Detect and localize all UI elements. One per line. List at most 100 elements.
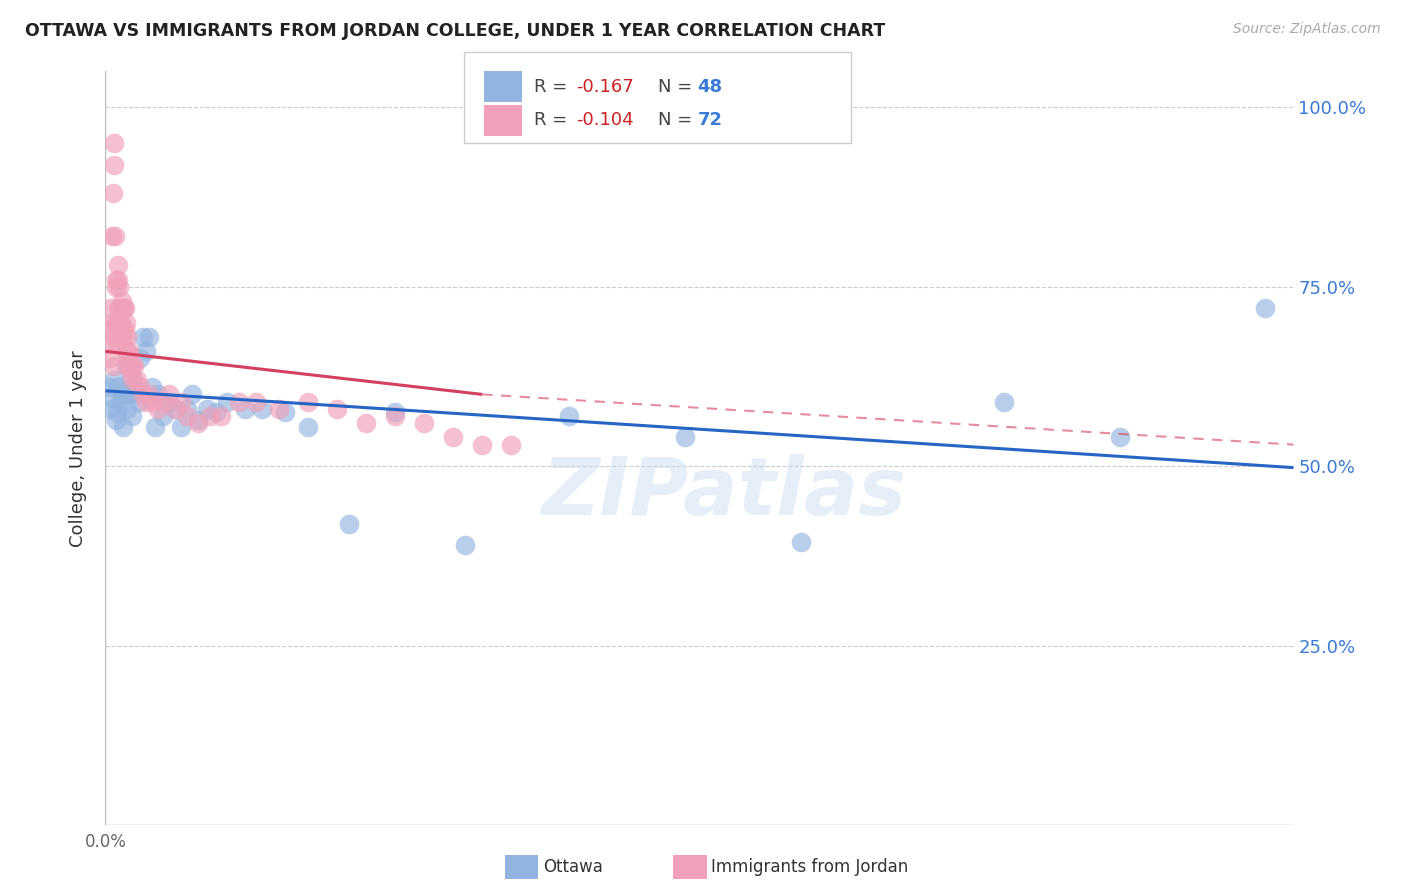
Point	[441, 430, 464, 444]
Point	[101, 186, 124, 201]
Point	[245, 394, 267, 409]
Point	[107, 272, 129, 286]
Text: -0.167: -0.167	[576, 78, 634, 95]
Text: N =: N =	[658, 78, 697, 95]
Point	[129, 351, 152, 366]
Point	[198, 409, 221, 423]
Point	[157, 394, 180, 409]
Point	[103, 158, 125, 172]
Point	[163, 401, 186, 416]
Point	[176, 401, 198, 416]
Point	[297, 419, 319, 434]
Point	[128, 394, 150, 409]
Point	[114, 323, 136, 337]
Point	[143, 419, 166, 434]
Point	[384, 405, 406, 419]
Point	[105, 272, 128, 286]
Point	[111, 323, 134, 337]
Point	[118, 373, 141, 387]
Point	[558, 409, 581, 423]
Point	[132, 330, 155, 344]
Point	[110, 316, 132, 330]
Point	[108, 301, 131, 316]
Point	[103, 373, 125, 387]
Point	[269, 401, 291, 416]
Point	[354, 416, 377, 430]
Point	[114, 359, 136, 373]
Point	[112, 301, 135, 316]
Point	[152, 394, 174, 409]
Point	[121, 359, 143, 373]
Point	[146, 401, 169, 416]
Point	[104, 330, 127, 344]
Point	[117, 359, 139, 373]
Point	[107, 316, 129, 330]
Point	[98, 380, 121, 394]
Point	[187, 416, 209, 430]
Point	[127, 373, 149, 387]
Point	[108, 323, 131, 337]
Point	[98, 351, 121, 366]
Point	[117, 344, 139, 359]
Point	[124, 380, 146, 394]
Point	[1108, 430, 1130, 444]
Point	[138, 330, 160, 344]
Point	[117, 387, 139, 401]
Point	[120, 366, 142, 380]
Point	[337, 516, 360, 531]
Point	[108, 279, 131, 293]
Point	[97, 337, 120, 351]
Point	[170, 394, 193, 409]
Point	[146, 387, 169, 401]
Point	[413, 416, 436, 430]
Text: 48: 48	[697, 78, 723, 95]
Point	[138, 387, 160, 401]
Point	[108, 394, 131, 409]
Point	[100, 301, 122, 316]
Point	[129, 380, 152, 394]
Point	[228, 394, 250, 409]
Point	[176, 409, 198, 423]
Point	[233, 401, 256, 416]
Point	[122, 373, 145, 387]
Point	[195, 401, 218, 416]
Point	[103, 136, 125, 150]
Point	[111, 419, 134, 434]
Point	[1253, 301, 1275, 316]
Point	[114, 316, 136, 330]
Text: OTTAWA VS IMMIGRANTS FROM JORDAN COLLEGE, UNDER 1 YEAR CORRELATION CHART: OTTAWA VS IMMIGRANTS FROM JORDAN COLLEGE…	[25, 22, 886, 40]
Point	[297, 394, 319, 409]
Point	[110, 330, 132, 344]
Point	[101, 229, 124, 244]
Point	[384, 409, 406, 423]
Text: -0.104: -0.104	[576, 112, 634, 129]
Point	[454, 538, 477, 552]
Point	[250, 401, 273, 416]
Point	[103, 359, 125, 373]
Point	[187, 412, 209, 426]
Point	[98, 323, 121, 337]
Point	[104, 316, 127, 330]
Text: R =: R =	[534, 112, 574, 129]
Point	[157, 387, 180, 401]
Point	[118, 351, 141, 366]
Point	[117, 359, 139, 373]
Point	[501, 437, 523, 451]
Point	[114, 301, 136, 316]
Point	[274, 405, 297, 419]
Point	[105, 405, 128, 419]
Y-axis label: College, Under 1 year: College, Under 1 year	[69, 350, 87, 547]
Point	[163, 401, 186, 416]
Point	[141, 380, 163, 394]
Point	[115, 330, 138, 344]
Point	[170, 419, 193, 434]
Text: ZIPatlas: ZIPatlas	[541, 454, 905, 533]
Point	[141, 394, 163, 409]
Point	[132, 387, 155, 401]
Point	[104, 229, 127, 244]
Point	[790, 534, 813, 549]
Point	[209, 409, 232, 423]
Point	[124, 359, 146, 373]
Point	[111, 330, 134, 344]
Point	[135, 394, 157, 409]
